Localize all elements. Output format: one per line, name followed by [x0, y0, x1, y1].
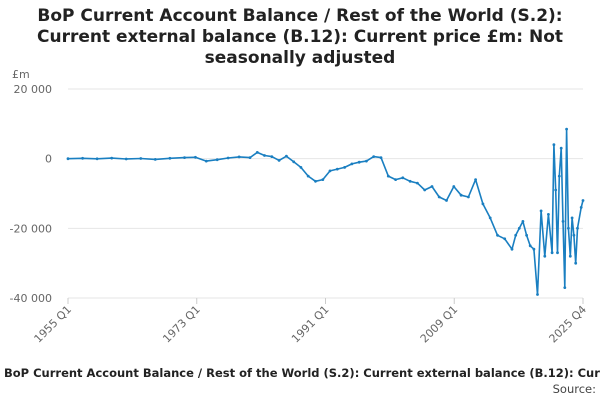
data-point[interactable]: [459, 193, 463, 197]
x-tick-label: 1973 Q1: [160, 303, 203, 346]
y-tick-label: 20 000: [14, 83, 53, 96]
data-point[interactable]: [81, 156, 84, 160]
series-group: [66, 127, 585, 296]
data-point[interactable]: [547, 213, 550, 216]
data-point[interactable]: [576, 226, 579, 230]
data-point[interactable]: [496, 233, 499, 237]
data-point[interactable]: [528, 244, 532, 248]
y-tick-label: -40 000: [10, 292, 52, 305]
data-point[interactable]: [557, 174, 561, 178]
data-point[interactable]: [532, 247, 536, 251]
data-point[interactable]: [445, 199, 448, 202]
data-point[interactable]: [314, 179, 317, 183]
data-point[interactable]: [525, 233, 528, 237]
data-point[interactable]: [255, 151, 259, 154]
data-point[interactable]: [168, 156, 172, 160]
data-point[interactable]: [570, 216, 574, 220]
data-point[interactable]: [416, 181, 419, 185]
data-point[interactable]: [467, 195, 470, 199]
data-point[interactable]: [581, 199, 585, 202]
x-tick-label: 1991 Q1: [289, 303, 332, 346]
series-line-0: [67, 128, 584, 296]
x-tick-label: 1955 Q1: [32, 303, 75, 346]
data-point[interactable]: [561, 220, 565, 223]
y-tick-label: -20 000: [10, 222, 52, 235]
data-point[interactable]: [110, 156, 114, 160]
source-label: Source:: [552, 382, 596, 396]
x-tick-label: 2009 Q1: [418, 303, 461, 346]
data-point[interactable]: [423, 188, 427, 192]
data-point[interactable]: [559, 146, 563, 150]
data-point[interactable]: [572, 233, 576, 237]
data-point[interactable]: [552, 143, 556, 147]
chart-title: BoP Current Account Balance / Rest of th…: [37, 6, 563, 68]
data-point[interactable]: [194, 155, 197, 159]
data-point[interactable]: [215, 158, 219, 162]
data-point[interactable]: [521, 220, 525, 223]
data-point[interactable]: [237, 155, 241, 159]
data-point[interactable]: [183, 156, 186, 160]
data-point[interactable]: [299, 166, 303, 169]
data-point[interactable]: [357, 160, 361, 164]
data-point[interactable]: [568, 254, 572, 258]
data-point[interactable]: [579, 206, 583, 209]
data-point[interactable]: [452, 185, 456, 188]
y-axis-unit: £m: [12, 68, 30, 81]
data-point[interactable]: [401, 176, 405, 180]
data-point[interactable]: [248, 156, 252, 160]
data-point[interactable]: [554, 188, 558, 192]
data-point[interactable]: [379, 156, 383, 160]
data-point[interactable]: [574, 261, 578, 265]
data-point[interactable]: [503, 237, 507, 241]
data-point[interactable]: [285, 154, 288, 158]
data-point[interactable]: [430, 185, 434, 188]
data-point[interactable]: [365, 159, 368, 163]
data-point[interactable]: [306, 174, 310, 178]
data-point[interactable]: [226, 156, 230, 160]
gridlines: [68, 88, 583, 299]
data-point[interactable]: [437, 195, 441, 199]
data-point[interactable]: [350, 162, 354, 166]
data-point[interactable]: [153, 158, 157, 161]
data-point[interactable]: [372, 155, 376, 159]
data-point[interactable]: [510, 247, 514, 251]
y-axis: 20 000 0 -20 000 -40 000: [10, 83, 52, 305]
data-point[interactable]: [474, 178, 477, 182]
data-point[interactable]: [66, 157, 70, 161]
data-point[interactable]: [292, 160, 296, 164]
data-point[interactable]: [277, 159, 281, 162]
x-tick-label: 2025 Q4: [547, 303, 590, 346]
data-point[interactable]: [567, 226, 570, 230]
data-point[interactable]: [204, 159, 208, 163]
data-point[interactable]: [139, 157, 143, 160]
data-point[interactable]: [556, 251, 559, 255]
data-point[interactable]: [124, 157, 128, 161]
data-point[interactable]: [517, 226, 521, 230]
data-point[interactable]: [565, 127, 568, 131]
data-point[interactable]: [343, 166, 346, 169]
data-point[interactable]: [386, 174, 390, 178]
x-axis: 1955 Q1 1973 Q1 1991 Q1 2009 Q1 2025 Q4: [32, 298, 590, 346]
data-point[interactable]: [394, 178, 397, 182]
data-point[interactable]: [550, 251, 554, 255]
data-point[interactable]: [488, 216, 492, 220]
data-point[interactable]: [536, 293, 539, 296]
data-point[interactable]: [321, 178, 325, 182]
data-point[interactable]: [328, 169, 332, 173]
y-tick-label: 0: [45, 153, 52, 166]
data-point[interactable]: [514, 233, 518, 237]
data-point[interactable]: [335, 167, 339, 171]
data-point[interactable]: [95, 157, 99, 161]
data-point[interactable]: [270, 155, 274, 159]
data-point[interactable]: [543, 254, 547, 258]
data-point[interactable]: [539, 209, 543, 213]
data-point[interactable]: [408, 179, 412, 183]
legend-series-label: BoP Current Account Balance / Rest of th…: [4, 366, 600, 380]
data-point[interactable]: [563, 286, 567, 289]
data-point[interactable]: [263, 154, 266, 157]
data-point[interactable]: [481, 202, 485, 206]
